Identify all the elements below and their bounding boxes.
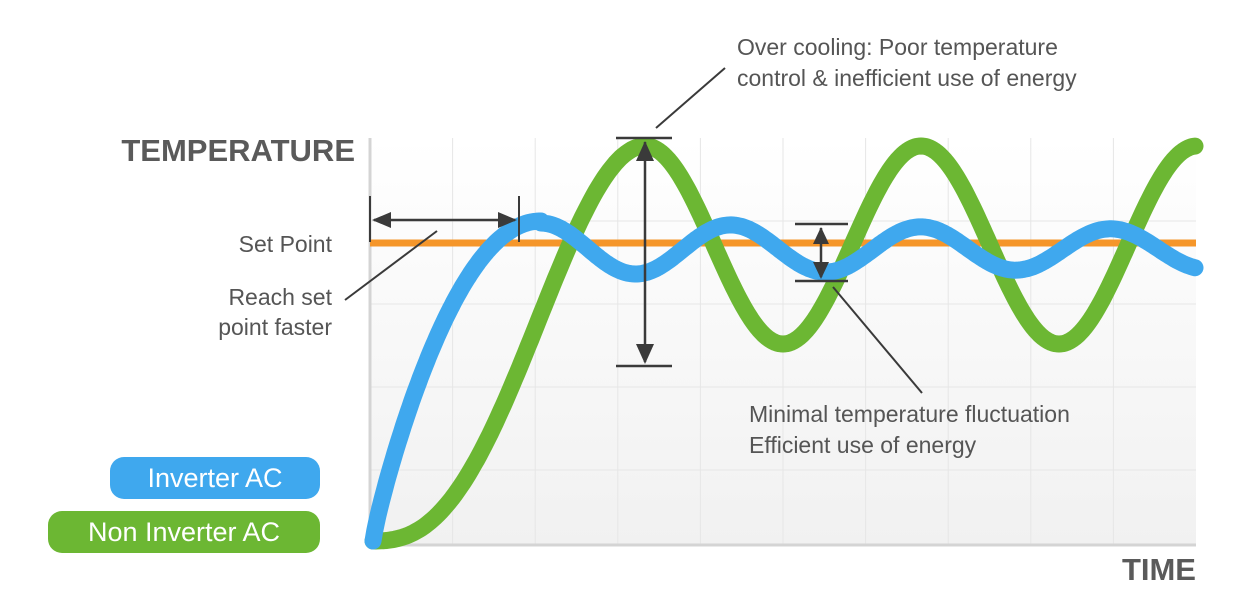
overcool-annotation [616,67,726,368]
arrow-up-icon [636,141,654,161]
x-axis-title: TIME [1122,552,1196,587]
minimal-fluctuation-annotation [795,222,923,394]
arrow-down-icon [636,344,654,364]
minimal-leader-line [832,286,923,394]
inverter-curve [364,212,1204,550]
overcool-leader-line [655,67,726,129]
minimal-fluctuation-label-2: Efficient use of energy [749,432,977,458]
arrow-left-icon [372,212,391,228]
legend-non-inverter-ac: Non Inverter AC [48,511,320,553]
overcool-label-2: control & inefficient use of energy [737,65,1077,91]
non-inverter-curve [364,137,1204,550]
reach-faster-label-1: Reach set [228,284,332,310]
reach-faster-annotation [344,196,520,301]
set-point-label: Set Point [239,231,333,257]
reach-leader-line [344,230,438,301]
reach-faster-label-2: point faster [218,314,332,340]
arrow-up-icon [813,227,829,244]
arrow-right-icon [498,212,517,228]
y-axis-title: TEMPERATURE [121,133,355,168]
minimal-fluctuation-label-1: Minimal temperature fluctuation [749,401,1070,427]
legend-inverter-ac: Inverter AC [110,457,320,499]
arrow-down-icon [813,262,829,279]
grid-lines [370,138,1196,544]
overcool-label-1: Over cooling: Poor temperature [737,34,1058,60]
